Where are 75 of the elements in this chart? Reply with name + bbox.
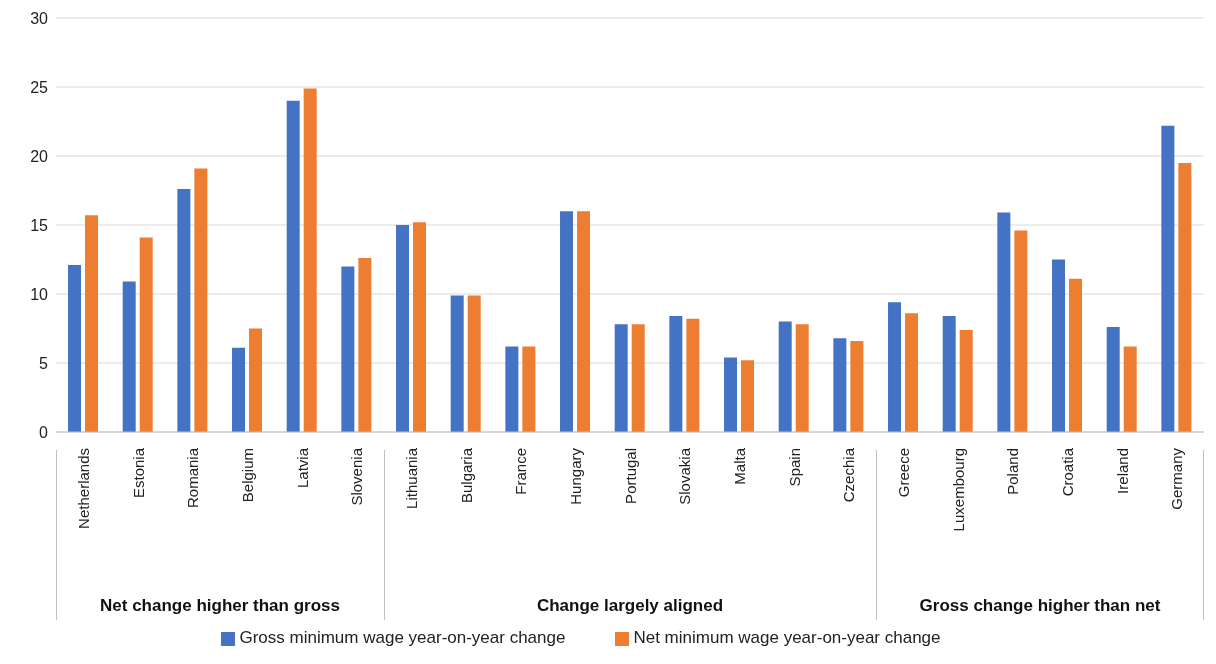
bar [139, 237, 153, 432]
x-tick-label: Spain [785, 448, 803, 487]
bar [905, 313, 919, 432]
x-tick-label: Latvia [293, 447, 311, 489]
bar [778, 321, 792, 432]
bar [1014, 230, 1028, 432]
bar [577, 211, 591, 432]
y-tick-label: 10 [30, 285, 49, 303]
bar [450, 295, 464, 432]
bar [1161, 125, 1175, 432]
bar [303, 88, 317, 432]
y-tick-label: 25 [30, 78, 49, 96]
y-tick-label: 0 [39, 423, 49, 441]
bar [833, 338, 847, 432]
bar [795, 324, 809, 432]
text: Net change higher than gross [99, 596, 341, 616]
legend-label: Net minimum wage year-on-year change [633, 628, 941, 647]
bar [669, 316, 683, 432]
x-tick-label: France [512, 448, 530, 495]
y-tick-label: 30 [30, 9, 49, 27]
bar [560, 211, 574, 432]
bar [724, 357, 738, 432]
x-tick-label: Czechia [840, 447, 858, 503]
bar [194, 168, 208, 432]
bar [850, 340, 864, 432]
legend-label: Gross minimum wage year-on-year change [239, 628, 566, 647]
bar [85, 215, 99, 432]
y-tick-label: 5 [39, 354, 49, 372]
bar [177, 189, 191, 432]
bar [741, 360, 755, 432]
bar [396, 225, 410, 432]
bar [1069, 278, 1083, 432]
bar [1178, 162, 1192, 432]
x-tick-label: Portugal [621, 448, 639, 504]
x-tick-label: Luxembourg [949, 448, 967, 532]
y-tick-label: 20 [30, 147, 49, 165]
bar [1052, 259, 1066, 432]
bar [614, 324, 628, 432]
x-tick-label: Croatia [1058, 447, 1076, 497]
bar [505, 346, 519, 432]
bar [358, 258, 372, 432]
x-tick-label: Bulgaria [457, 447, 475, 504]
bar [1123, 346, 1137, 432]
text: Gross change higher than net [918, 596, 1162, 616]
bar [631, 324, 645, 432]
x-tick-label: Ireland [1113, 448, 1131, 494]
bar [68, 265, 82, 432]
bar [341, 266, 355, 432]
bar [942, 316, 956, 432]
text: Change largely aligned [535, 596, 725, 616]
x-tick-label: Malta [730, 447, 748, 485]
bar [122, 281, 136, 432]
x-tick-label: Hungary [566, 447, 584, 505]
x-tick-label: Greece [894, 448, 912, 498]
y-tick-label: 15 [30, 216, 49, 234]
x-tick-label: Romania [184, 447, 202, 509]
x-tick-label: Poland [1004, 448, 1022, 495]
x-tick-label: Slovakia [676, 447, 694, 505]
bar [686, 318, 700, 432]
bar [888, 302, 902, 432]
x-tick-label: Slovenia [348, 447, 366, 506]
bar [413, 222, 427, 432]
bar [959, 329, 973, 432]
bar [286, 100, 300, 432]
bar [467, 295, 481, 432]
x-tick-label: Belgium [238, 448, 256, 503]
x-tick-label: Germany [1168, 447, 1186, 510]
x-tick-label: Estonia [129, 447, 147, 499]
bar [997, 212, 1011, 432]
bar [249, 328, 263, 432]
bar [1106, 327, 1120, 432]
x-tick-label: Lithuania [402, 447, 420, 509]
bar [522, 346, 536, 432]
x-tick-label: Netherlands [74, 448, 92, 529]
bar [232, 347, 246, 432]
